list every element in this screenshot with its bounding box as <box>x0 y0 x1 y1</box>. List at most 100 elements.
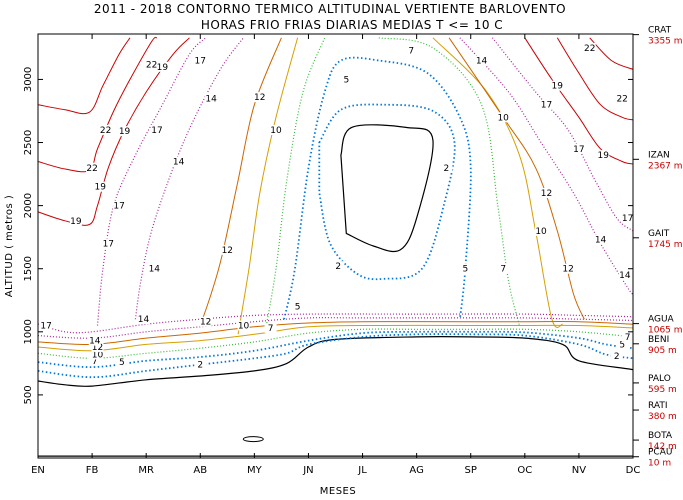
contour-label-bg <box>497 112 510 123</box>
contour-label: 12 <box>562 265 573 275</box>
contour-label-bg <box>148 263 161 274</box>
contour-label-bg <box>340 74 353 85</box>
contour-label-bg <box>618 270 631 281</box>
contour-label-bg <box>91 341 104 352</box>
contour-label: 12 <box>222 246 233 256</box>
contour-label: 14 <box>138 315 150 325</box>
contour-label: 19 <box>119 127 131 137</box>
contour-label: 14 <box>149 265 161 275</box>
x-tick-label: JN <box>302 465 313 476</box>
contour-label: 22 <box>100 126 111 136</box>
station-name: AGUA <box>648 315 675 325</box>
contour-line-5 <box>283 56 472 320</box>
contour-label: 2 <box>197 361 203 371</box>
station-name: RATI <box>648 401 668 411</box>
contour-label-bg <box>253 92 266 103</box>
station-name: IZAN <box>648 150 670 160</box>
y-tick-label: 3000 <box>23 67 34 92</box>
contour-line-25 <box>38 37 131 115</box>
contour-label-bg <box>91 349 104 360</box>
contour-label-bg <box>621 213 634 224</box>
contour-line-12 <box>199 37 282 326</box>
contour-label-bg <box>621 331 634 342</box>
contour-label-bg <box>156 61 169 72</box>
contour-label-bg <box>194 359 207 370</box>
station-altitude: 380 m <box>648 412 677 422</box>
contour-label: 17 <box>573 145 584 155</box>
contour-label-bg <box>583 42 596 53</box>
x-tick-label: AB <box>193 465 207 476</box>
plot-frame <box>37 33 634 459</box>
station-altitude: 1065 m <box>648 326 683 336</box>
contour-label: 7 <box>408 46 414 56</box>
contour-lines <box>38 36 633 457</box>
contour-label: 17 <box>113 202 124 212</box>
contour-line-14 <box>134 37 244 320</box>
y-tick-label: 2500 <box>23 130 34 155</box>
contour-label: 12 <box>92 343 103 353</box>
contour-label-bg <box>594 234 607 245</box>
contour-label: 7 <box>625 333 631 343</box>
contour-label-bg <box>597 150 610 161</box>
station-name: PCAU <box>648 448 672 458</box>
contour-label-bg <box>102 238 115 249</box>
contour-label: 22 <box>146 60 157 70</box>
contour-label-bg <box>113 200 126 211</box>
contour-label-bg <box>459 263 472 274</box>
y-tick-label: 1500 <box>23 256 34 281</box>
station-altitude: 142 m <box>648 442 677 452</box>
y-axis-title: ALTITUD ( metros ) <box>4 195 15 298</box>
contour-line-22 <box>38 36 158 173</box>
chart-title: 2011 - 2018 CONTORNO TERMICO ALTITUDINAL… <box>94 2 566 16</box>
x-tick-label: JL <box>357 465 367 476</box>
contour-line-12 <box>448 37 585 320</box>
contour-label: 19 <box>552 82 564 92</box>
contour-label-bg <box>440 162 453 173</box>
contour-label: 17 <box>40 322 51 332</box>
contour-label-bg <box>194 55 207 66</box>
x-axis-title: MESES <box>320 486 356 497</box>
contour-label: 22 <box>584 44 595 54</box>
contour-label: 12 <box>541 189 552 199</box>
contour-label-bg <box>332 261 345 272</box>
y-tick-label: 1000 <box>23 319 34 344</box>
station-name: BOTA <box>648 431 673 441</box>
station-name: GAIT <box>648 229 670 239</box>
station-altitude: 1745 m <box>648 240 683 250</box>
contour-label-bg <box>94 181 107 192</box>
contour-label-bg <box>610 350 623 361</box>
contour-line-19 <box>524 37 633 165</box>
x-tick-label: OC <box>517 465 532 476</box>
contour-label: 19 <box>598 151 610 161</box>
contour-label-bg <box>115 357 128 368</box>
contour-label-bg <box>291 301 304 312</box>
contour-label: 14 <box>205 94 217 104</box>
station-altitude: 2367 m <box>648 161 683 171</box>
x-tick-label: MR <box>138 465 154 476</box>
contour-label: 2 <box>444 164 450 174</box>
y-tick-label: 2000 <box>23 193 34 218</box>
contour-label: 5 <box>119 358 125 368</box>
contour-label-bg <box>535 225 548 236</box>
contour-label: 19 <box>70 217 82 227</box>
contour-label-bg <box>497 263 510 274</box>
contour-line-7 <box>264 37 326 332</box>
contour-label: 17 <box>195 57 206 67</box>
contour-label-bg <box>88 355 101 366</box>
contour-label-bg <box>551 80 564 91</box>
contour-label: 19 <box>94 183 106 193</box>
contour-label-bg <box>616 339 629 350</box>
contour-label-bg <box>145 59 158 70</box>
contour-label: 17 <box>622 214 633 224</box>
station-altitude: 10 m <box>648 459 671 469</box>
x-tick-label: AG <box>409 465 423 476</box>
contour-label-bg <box>137 314 150 325</box>
contour-label-bg <box>199 316 212 327</box>
contour-label: 14 <box>173 157 185 167</box>
contour-label-bg <box>540 99 553 110</box>
contour-line-terrain <box>38 336 633 387</box>
contour-label-bg <box>99 124 112 135</box>
contour-labels: 2222555557777710101010101212121212121414… <box>40 42 634 371</box>
